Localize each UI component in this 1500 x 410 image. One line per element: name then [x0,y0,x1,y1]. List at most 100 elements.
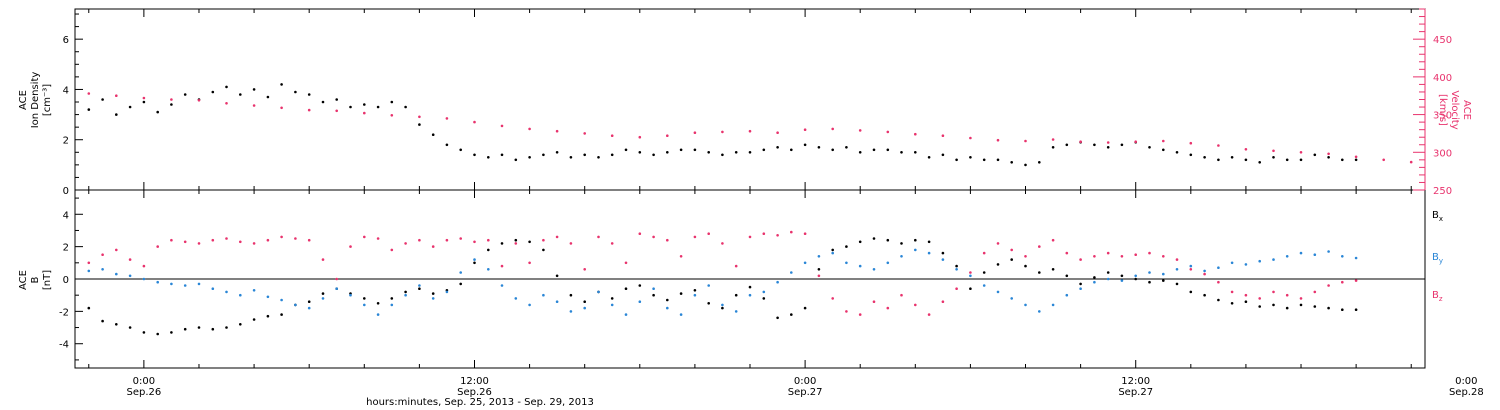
data-point-bz [624,261,628,265]
data-point-bz [803,232,807,235]
data-point-bx [982,271,986,274]
data-point-ion-density [1341,158,1344,162]
data-point-velocity [583,132,586,135]
data-point-by [1162,272,1165,276]
data-point-bx [679,292,683,295]
data-point-ion-density [101,98,104,101]
data-point-bz [900,293,903,297]
bottom-label-line1: ACE [18,270,29,290]
data-point-bz [597,235,600,239]
data-point-bz [321,258,325,261]
data-point-bx [170,331,173,334]
data-point-velocity [500,124,504,128]
data-point-by [1120,279,1124,282]
data-point-bz [1217,280,1220,284]
data-point-bz [1272,290,1275,294]
data-point-bz [555,235,559,239]
data-point-by [666,306,669,310]
data-point-ion-density [914,151,917,154]
data-point-by [1010,297,1013,300]
data-point-by [225,290,228,294]
data-point-by [142,277,146,281]
data-point-by [363,303,366,307]
bottom-label-line2: B [30,276,41,283]
data-point-ion-density [1354,158,1358,162]
data-point-ion-density [528,156,531,159]
data-point-bz [886,306,890,310]
data-point-ion-density [142,100,146,104]
data-point-bz [872,300,876,304]
data-point-bx [376,302,380,305]
data-point-by [1148,271,1151,274]
data-point-ion-density [1051,146,1055,149]
bottom-y-tick-label: 0 [63,275,69,286]
data-point-by [252,289,256,292]
data-point-velocity [197,99,201,102]
data-point-by [831,251,834,255]
data-point-ion-density [473,153,476,157]
top-panel-frame [74,8,1426,191]
data-point-ion-density [376,105,380,109]
top-right-y-tick-label: 400 [1433,73,1452,84]
data-point-bz [252,242,256,245]
data-point-bz [1093,254,1096,258]
data-point-by [955,268,958,271]
data-point-velocity [858,129,862,132]
data-point-ion-density [266,95,270,99]
data-point-bx [969,287,972,291]
data-point-bz [101,253,104,256]
data-point-ion-density [1148,146,1151,149]
data-point-bx [1327,306,1330,310]
data-point-ion-density [638,151,642,154]
data-point-ion-density [1010,161,1013,164]
legend-label-bz: Bz [1432,290,1443,303]
data-point-bz [445,238,449,242]
data-point-ion-density [679,148,683,152]
data-point-ion-density [790,148,793,152]
data-point-bx [363,297,366,300]
data-point-ion-density [734,151,738,154]
data-point-bx [142,331,146,334]
data-point-bz [1299,297,1303,300]
data-point-bx [1258,305,1261,308]
data-point-ion-density [721,153,724,157]
data-point-ion-density [321,100,325,104]
data-point-bz [294,237,297,240]
data-point-bx [1024,264,1027,268]
data-point-by [776,280,779,284]
data-point-by [845,261,848,265]
data-point-velocity [1024,139,1027,143]
data-point-ion-density [776,146,779,149]
data-point-by [307,306,311,310]
data-point-by [927,251,931,255]
data-point-ion-density [583,153,586,157]
data-point-bz [748,235,752,239]
data-point-ion-density [1258,161,1261,164]
data-point-bx [404,290,407,294]
data-point-velocity [996,138,1000,142]
data-point-ion-density [294,90,297,94]
data-point-by [1051,303,1055,307]
x-tick-date-label: Sep.26 [457,387,492,398]
data-point-ion-density [349,105,352,109]
data-point-by [542,293,545,297]
data-point-bz [927,313,931,316]
data-point-velocity [1134,140,1137,143]
data-point-bz [1327,284,1330,287]
top-right-axis-label: ACE Velocity [km/s] [1437,90,1472,129]
data-point-ion-density [404,105,407,109]
data-point-bz [183,240,187,244]
data-point-bx [927,240,931,244]
data-point-by [1106,277,1110,281]
data-point-ion-density [211,90,215,94]
data-point-by [652,287,655,291]
data-point-bx [390,297,394,300]
data-point-bx [1203,293,1206,297]
data-point-bz [211,238,215,242]
data-point-by [1134,274,1137,278]
data-point-velocity [1327,152,1330,156]
data-point-bx [872,237,876,240]
data-point-ion-density [1230,156,1234,159]
data-point-by [128,274,132,278]
data-point-bx [211,327,215,331]
